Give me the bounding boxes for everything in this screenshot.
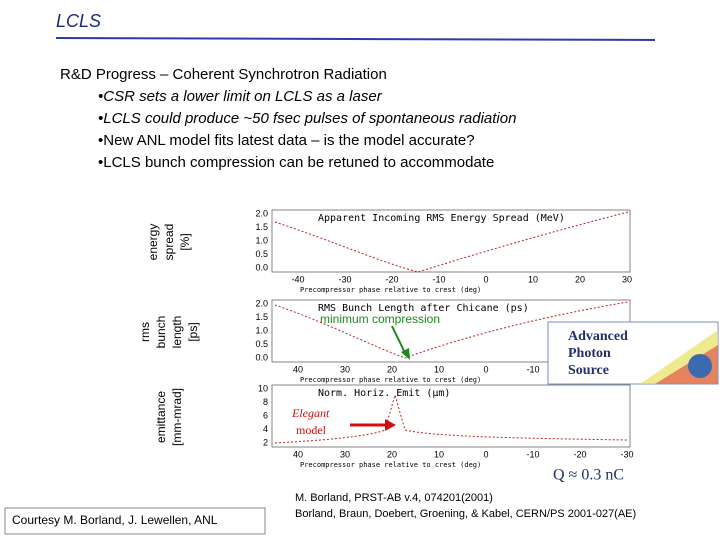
x-tick-label: 10 <box>528 274 538 284</box>
x-tick-label: -20 <box>385 274 398 284</box>
y-axis-label: rms <box>138 322 152 342</box>
model-curve <box>274 393 629 444</box>
x-tick-label: 40 <box>293 364 303 374</box>
x-tick-label: 30 <box>622 274 632 284</box>
y-tick-label: 10 <box>258 383 268 393</box>
annotation: minimum compression <box>320 312 440 326</box>
y-tick-label: 0.0 <box>255 352 268 362</box>
y-tick-label: 0.5 <box>255 339 268 349</box>
annotation: model <box>296 423 327 437</box>
charge-label: Q ≈ 0.3 nC <box>553 467 624 484</box>
arrow <box>391 325 407 356</box>
y-tick-label: 1.5 <box>255 312 268 322</box>
arrow-head <box>385 419 396 431</box>
x-tick-label: -40 <box>291 274 304 284</box>
plot-title: RMS Bunch Length after Chicane (ps) <box>318 303 529 314</box>
x-tick-label: 20 <box>575 274 585 284</box>
logo-text: Advanced Photon Source <box>568 329 628 378</box>
y-tick-label: 0.0 <box>255 262 268 272</box>
y-tick-label: 2.0 <box>255 208 268 218</box>
plot-frame <box>271 209 631 273</box>
y-tick-label: 6 <box>263 410 268 420</box>
model-curve <box>274 301 629 359</box>
x-tick-label: 0 <box>483 449 488 459</box>
credit-box <box>4 507 266 535</box>
y-axis-label: bunch <box>154 316 168 349</box>
x-axis-label: Precompressor phase relative to crest (d… <box>300 461 481 469</box>
reference: M. Borland, PRST-AB v.4, 074201(2001) <box>295 492 493 504</box>
x-tick-label: 30 <box>340 449 350 459</box>
bullet: •New ANL model fits latest data – is the… <box>98 132 475 149</box>
annotation: Elegant <box>291 406 330 420</box>
x-tick-label: -10 <box>432 274 445 284</box>
y-tick-label: 1.0 <box>255 325 268 335</box>
y-tick-label: 2.0 <box>255 298 268 308</box>
x-tick-label: 0 <box>483 364 488 374</box>
y-tick-label: 4 <box>263 424 268 434</box>
title-rule <box>55 37 656 41</box>
logo-icon <box>688 354 712 378</box>
credit: Courtesy M. Borland, J. Lewellen, ANL <box>12 513 218 527</box>
y-axis-label: spread <box>162 224 176 261</box>
slide-title: LCLS <box>56 11 101 31</box>
x-tick-label: 30 <box>340 364 350 374</box>
y-axis-label: length <box>170 316 184 349</box>
plot-title: Norm. Horiz. Emit (μm) <box>318 388 450 399</box>
x-tick-label: 20 <box>387 449 397 459</box>
reference: Borland, Braun, Doebert, Groening, & Kab… <box>295 508 636 520</box>
plot-frame <box>271 384 631 448</box>
bullet: •LCLS could produce ~50 fsec pulses of s… <box>98 110 516 127</box>
x-tick-label: 40 <box>293 449 303 459</box>
y-axis-label: [ps] <box>186 322 200 341</box>
x-tick-label: -30 <box>620 449 633 459</box>
y-axis-label: emittance <box>154 391 168 443</box>
x-axis-label: Precompressor phase relative to crest (d… <box>300 376 481 384</box>
x-tick-label: 10 <box>434 364 444 374</box>
logo-line: Source <box>568 363 609 378</box>
bullets: •CSR sets a lower limit on LCLS as a las… <box>98 88 516 171</box>
x-tick-label: 10 <box>434 449 444 459</box>
y-tick-label: 2 <box>263 437 268 447</box>
logo-line: Photon <box>568 346 611 361</box>
y-axis-label: [%] <box>178 233 192 250</box>
logo-line: Advanced <box>568 329 628 344</box>
x-tick-label: 20 <box>387 364 397 374</box>
y-tick-label: 0.5 <box>255 249 268 259</box>
y-tick-label: 8 <box>263 397 268 407</box>
y-tick-label: 1.5 <box>255 222 268 232</box>
plots: Apparent Incoming RMS Energy Spread (MeV… <box>138 208 633 469</box>
x-tick-label: -10 <box>526 449 539 459</box>
x-tick-label: 0 <box>483 274 488 284</box>
bullet: •LCLS bunch compression can be retuned t… <box>98 154 494 171</box>
y-axis-label: energy <box>146 224 160 261</box>
y-tick-label: 1.0 <box>255 235 268 245</box>
x-tick-label: -10 <box>526 364 539 374</box>
x-tick-label: -20 <box>573 449 586 459</box>
x-tick-label: -30 <box>338 274 351 284</box>
x-axis-label: Precompressor phase relative to crest (d… <box>300 286 481 294</box>
arrow-head <box>401 348 410 360</box>
plot-title: Apparent Incoming RMS Energy Spread (MeV… <box>318 213 565 224</box>
bullet: •CSR sets a lower limit on LCLS as a las… <box>98 88 383 105</box>
heading: R&D Progress – Coherent Synchrotron Radi… <box>60 66 387 83</box>
y-axis-label: [mm-mrad] <box>170 388 184 446</box>
